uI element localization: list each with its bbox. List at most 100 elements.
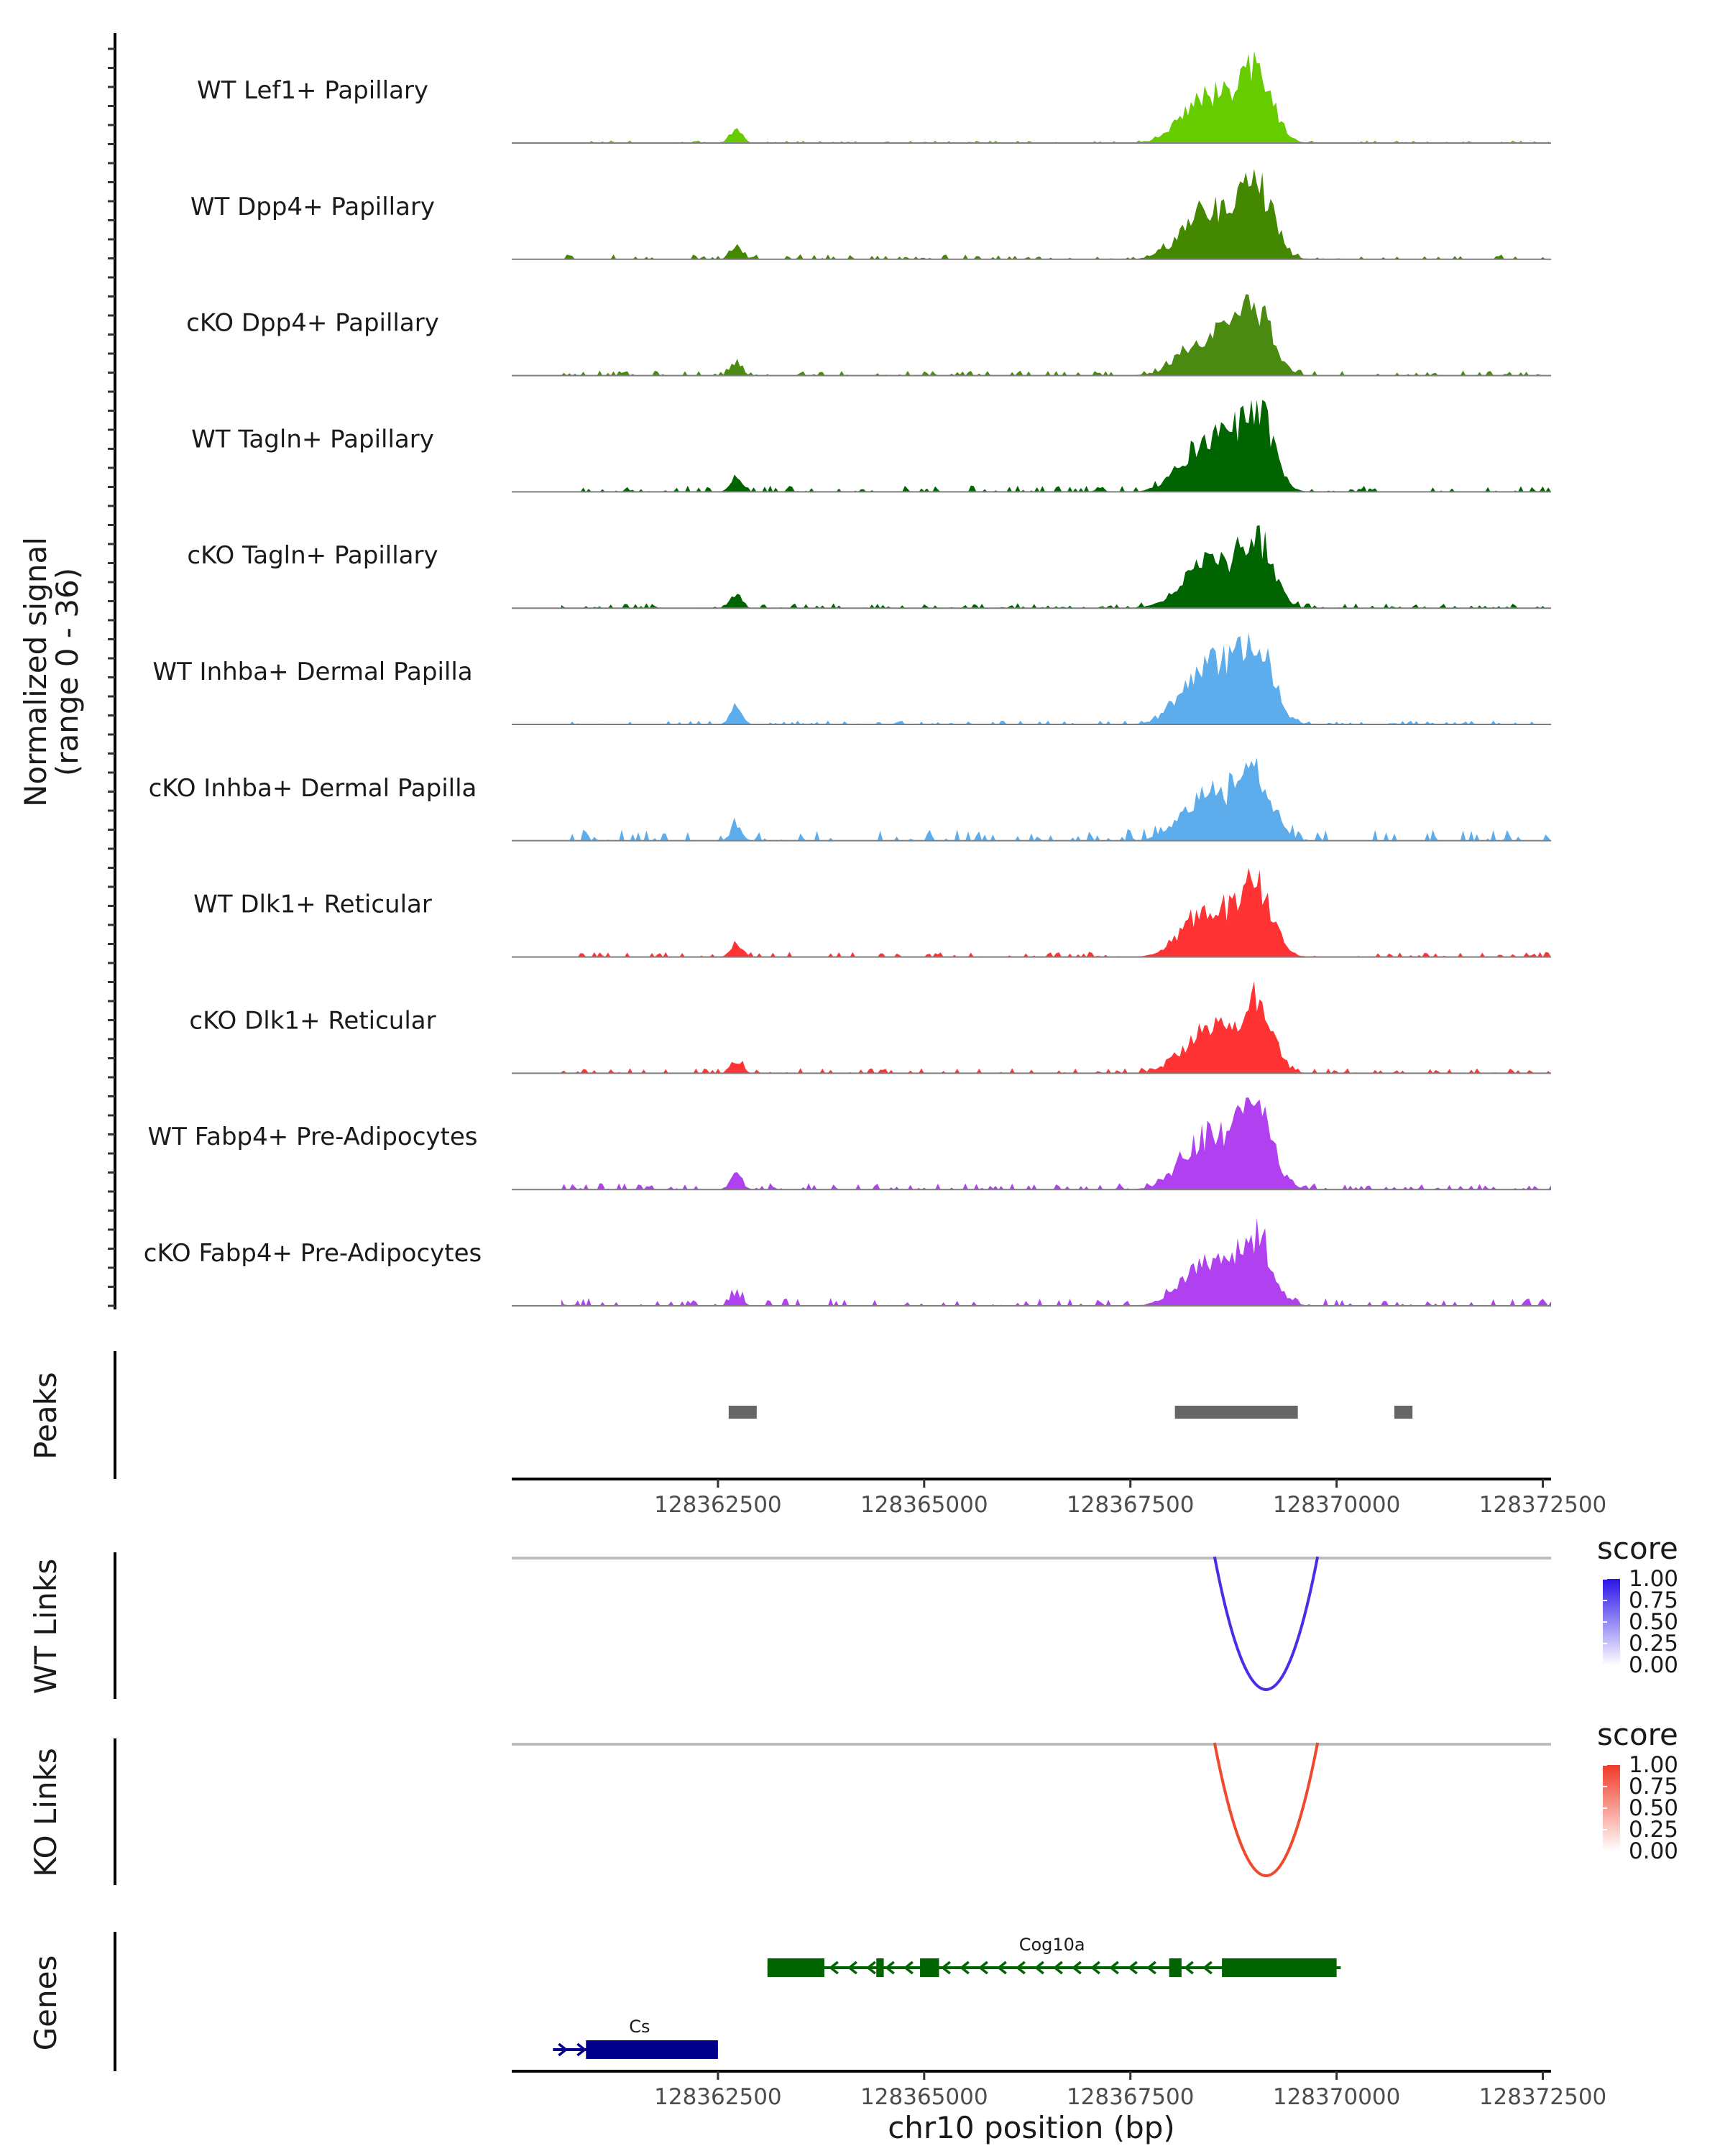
coverage-area [561, 1097, 1551, 1190]
coverage-track: WT Fabp4+ Pre-Adipocytes [148, 1097, 1551, 1191]
legend-tick-label: 0.50 [1629, 1609, 1678, 1635]
gene-exon [1169, 1958, 1182, 1977]
track-label: WT Fabp4+ Pre-Adipocytes [148, 1123, 478, 1151]
coverage-tracks: WT Lef1+ Papillary WT Dpp4+ Papillary cKO … [144, 51, 1551, 1307]
track-label: WT Tagln+ Papillary [191, 425, 434, 453]
strand-arrow [1015, 1961, 1026, 1975]
x-tick-label: 128365000 [860, 2084, 988, 2110]
coverage-area [561, 981, 1551, 1074]
coverage-track: WT Dlk1+ Reticular [193, 867, 1551, 958]
legend-tick-label: 0.00 [1629, 1838, 1678, 1864]
legend-tick-label: 0.00 [1629, 1652, 1678, 1678]
strand-arrow [940, 1961, 951, 1975]
track-label: cKO Dpp4+ Papillary [186, 309, 439, 338]
x-tick-label: 128370000 [1273, 2084, 1401, 2110]
strand-arrow [1071, 1961, 1082, 1975]
coverage-area [561, 632, 1551, 724]
legend-tick-label: 1.00 [1629, 1566, 1678, 1592]
track-label: cKO Dlk1+ Reticular [189, 1006, 436, 1035]
legend-title: score [1597, 1717, 1678, 1752]
link-arc [1213, 1556, 1320, 1691]
gene-exon [920, 1958, 939, 1977]
coverage-area [561, 1217, 1551, 1306]
coverage-track: WT Lef1+ Papillary [197, 51, 1551, 144]
links-label: KO Links [28, 1748, 63, 1877]
track-label: WT Dpp4+ Papillary [190, 193, 435, 221]
track-label: cKO Tagln+ Papillary [187, 541, 438, 570]
x-tick-label: 128362500 [654, 1492, 782, 1518]
strand-arrow [1108, 1961, 1119, 1975]
coverage-area [561, 294, 1551, 376]
coverage-y-axis-range-label: (range 0 - 36) [50, 568, 85, 776]
strand-arrow [576, 2042, 587, 2057]
strand-arrow [1127, 1961, 1138, 1975]
legend-tick-label: 0.75 [1629, 1774, 1678, 1800]
gene-name-label: Cs [629, 2017, 650, 2037]
strand-arrow [1146, 1961, 1156, 1975]
x-tick-label: 128372500 [1479, 2084, 1607, 2110]
coverage-area [561, 51, 1551, 143]
legend-title: score [1597, 1531, 1678, 1566]
gene-model: Cog10a [767, 1935, 1341, 1977]
coverage-track: WT Tagln+ Papillary [191, 400, 1551, 493]
gene-exon [876, 1958, 884, 1977]
strand-arrow [558, 2042, 569, 2057]
strand-arrow [1090, 1961, 1100, 1975]
strand-arrow [828, 1961, 839, 1975]
gene-exon [1222, 1958, 1337, 1977]
x-tick-label: 128362500 [654, 2084, 782, 2110]
gene-exon [767, 1958, 824, 1977]
coverage-track: WT Inhba+ Dermal Papilla [152, 632, 1551, 725]
coverage-track: WT Dpp4+ Papillary [190, 169, 1551, 260]
strand-arrow [959, 1961, 970, 1975]
track-label: WT Lef1+ Papillary [197, 76, 428, 105]
x-tick-label: 128367500 [1067, 2084, 1195, 2110]
legend-tick-label: 0.75 [1629, 1588, 1678, 1613]
coverage-track: cKO Inhba+ Dermal Papilla [149, 757, 1551, 842]
coverage-y-axis-label: Normalized signal [18, 537, 53, 807]
coverage-track: cKO Fabp4+ Pre-Adipocytes [144, 1217, 1551, 1307]
coverage-track: cKO Tagln+ Papillary [187, 525, 1551, 609]
x-tick-label: 128365000 [860, 1492, 988, 1518]
gene-exon [586, 2040, 718, 2059]
legend-tick-label: 1.00 [1629, 1752, 1678, 1778]
peak-region [728, 1406, 757, 1419]
strand-arrow [1034, 1961, 1044, 1975]
x-tick-label: 128370000 [1273, 1492, 1401, 1518]
links-label: WT Links [28, 1559, 63, 1694]
genes-panel: Genes Cs Cog10a 128362500 128365000 128367500… [28, 1932, 1606, 2145]
peak-region [1174, 1406, 1298, 1419]
link-arc [1213, 1742, 1320, 1877]
x-tick-label: 128372500 [1479, 1492, 1607, 1518]
coverage-area [561, 400, 1551, 492]
track-label: cKO Fabp4+ Pre-Adipocytes [144, 1239, 482, 1268]
track-label: WT Dlk1+ Reticular [193, 890, 432, 919]
x-tick-label: 128367500 [1067, 1492, 1195, 1518]
legend-tick-label: 0.50 [1629, 1795, 1678, 1821]
track-label: WT Inhba+ Dermal Papilla [152, 658, 472, 686]
strand-arrow [996, 1961, 1007, 1975]
coverage-track: cKO Dlk1+ Reticular [189, 981, 1551, 1074]
peak-region [1394, 1406, 1413, 1419]
strand-arrow [847, 1961, 857, 1975]
strand-arrow [1183, 1961, 1194, 1975]
legend-tick-label: 0.25 [1629, 1631, 1678, 1657]
peaks-panel: Peaks 128362500 128365000 128367500 12837000… [28, 1351, 1606, 1518]
coverage-area [561, 169, 1551, 259]
coverage-area [561, 525, 1551, 609]
x-axis-title: chr10 position (bp) [888, 2110, 1175, 2145]
strand-arrow [1052, 1961, 1063, 1975]
strand-arrow [903, 1961, 914, 1975]
strand-arrow [865, 1961, 876, 1975]
coverage-area [561, 757, 1551, 841]
coverage-area [561, 867, 1551, 957]
coverage-track: cKO Dpp4+ Papillary [186, 294, 1551, 377]
strand-arrow [1202, 1961, 1213, 1975]
gene-name-label: Cog10a [1019, 1935, 1085, 1955]
track-label: cKO Inhba+ Dermal Papilla [149, 774, 477, 803]
coverage-y-axis [108, 33, 116, 1309]
